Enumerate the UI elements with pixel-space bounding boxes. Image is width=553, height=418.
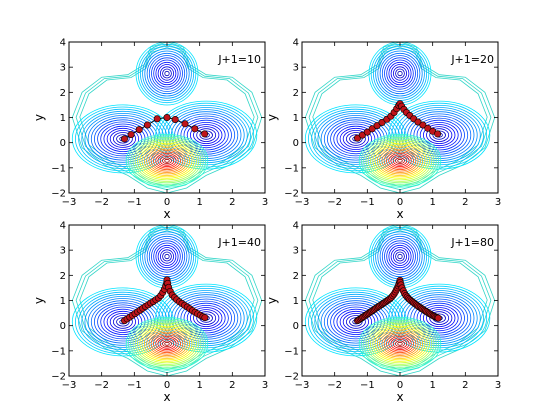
contour-field [71, 42, 263, 193]
contour-field [71, 225, 263, 376]
x-tick-label: 2 [462, 380, 468, 391]
x-tick-label: 3 [262, 380, 268, 391]
y-axis-label: y [32, 297, 46, 304]
path-point [181, 120, 189, 128]
x-tick-label: −1 [360, 197, 375, 208]
path-line [124, 116, 205, 140]
path-point [153, 115, 161, 123]
y-tick-label: 0 [60, 321, 66, 332]
y-tick-label: 3 [60, 63, 66, 74]
path-point [201, 314, 209, 322]
y-axis-label: y [265, 114, 279, 121]
y-tick-label: −1 [51, 163, 66, 174]
x-tick-label: −1 [360, 380, 375, 391]
y-tick-label: −2 [51, 189, 66, 200]
x-axis-label: x [396, 390, 403, 404]
y-tick-label: 1 [293, 113, 299, 124]
x-tick-label: 0 [164, 197, 170, 208]
x-tick-label: 1 [429, 197, 435, 208]
y-tick-label: −1 [284, 346, 299, 357]
path-point [143, 121, 151, 129]
iteration-annotation: J+1=20 [450, 53, 494, 66]
x-tick-label: 3 [495, 197, 501, 208]
path-point [127, 131, 135, 139]
y-tick-label: 0 [293, 138, 299, 149]
iteration-annotation: J+1=80 [450, 236, 494, 249]
iteration-annotation: J+1=40 [217, 236, 261, 249]
path-point [121, 135, 129, 143]
contour-field [304, 42, 496, 193]
path-point [191, 125, 199, 133]
x-tick-label: −2 [94, 380, 109, 391]
y-tick-label: 2 [60, 271, 66, 282]
x-tick-label: −2 [327, 197, 342, 208]
y-tick-label: 0 [293, 321, 299, 332]
y-tick-label: 3 [293, 63, 299, 74]
path-point [373, 122, 381, 130]
x-tick-label: 0 [397, 197, 403, 208]
y-axis-label: y [32, 114, 46, 121]
x-tick-label: 3 [262, 197, 268, 208]
y-tick-label: 1 [60, 296, 66, 307]
y-tick-label: 4 [293, 221, 299, 232]
path-point [163, 114, 171, 122]
path-point [201, 130, 209, 138]
path-point [171, 116, 179, 124]
path-point [419, 121, 427, 129]
x-axis-label: x [163, 207, 170, 221]
y-tick-label: 3 [60, 246, 66, 257]
y-tick-label: 4 [60, 221, 66, 232]
y-tick-label: −1 [284, 163, 299, 174]
y-tick-label: 1 [60, 113, 66, 124]
y-tick-label: −1 [51, 346, 66, 357]
path-point [434, 314, 442, 322]
x-tick-label: −1 [127, 380, 142, 391]
x-axis-label: x [396, 207, 403, 221]
x-tick-label: 3 [495, 380, 501, 391]
x-tick-label: 1 [429, 380, 435, 391]
path-point [135, 126, 143, 134]
y-tick-label: −2 [284, 372, 299, 383]
y-tick-label: 1 [293, 296, 299, 307]
y-tick-label: −2 [51, 372, 66, 383]
y-tick-label: 4 [60, 38, 66, 49]
y-tick-label: 4 [293, 38, 299, 49]
path-point [368, 125, 376, 133]
x-tick-label: 1 [196, 380, 202, 391]
path-point [434, 130, 442, 138]
path-point [378, 119, 386, 127]
iteration-annotation: J+1=10 [217, 53, 261, 66]
y-axis-label: y [265, 297, 279, 304]
path-point [363, 128, 371, 136]
y-tick-label: 2 [293, 271, 299, 282]
x-tick-label: 0 [164, 380, 170, 391]
y-tick-label: 0 [60, 138, 66, 149]
contour-field [304, 225, 496, 376]
x-tick-label: 2 [229, 380, 235, 391]
x-tick-label: −3 [295, 197, 310, 208]
x-axis-label: x [163, 390, 170, 404]
x-tick-label: −1 [127, 197, 142, 208]
x-tick-label: −3 [62, 197, 77, 208]
y-tick-label: −2 [284, 189, 299, 200]
x-tick-label: −2 [94, 197, 109, 208]
x-tick-label: 0 [397, 380, 403, 391]
x-tick-label: −3 [62, 380, 77, 391]
x-tick-label: −3 [295, 380, 310, 391]
x-tick-label: −2 [327, 380, 342, 391]
y-tick-label: 2 [60, 88, 66, 99]
x-tick-label: 2 [462, 197, 468, 208]
y-tick-label: 2 [293, 88, 299, 99]
x-tick-label: 1 [196, 197, 202, 208]
y-tick-label: 3 [293, 246, 299, 257]
x-tick-label: 2 [229, 197, 235, 208]
